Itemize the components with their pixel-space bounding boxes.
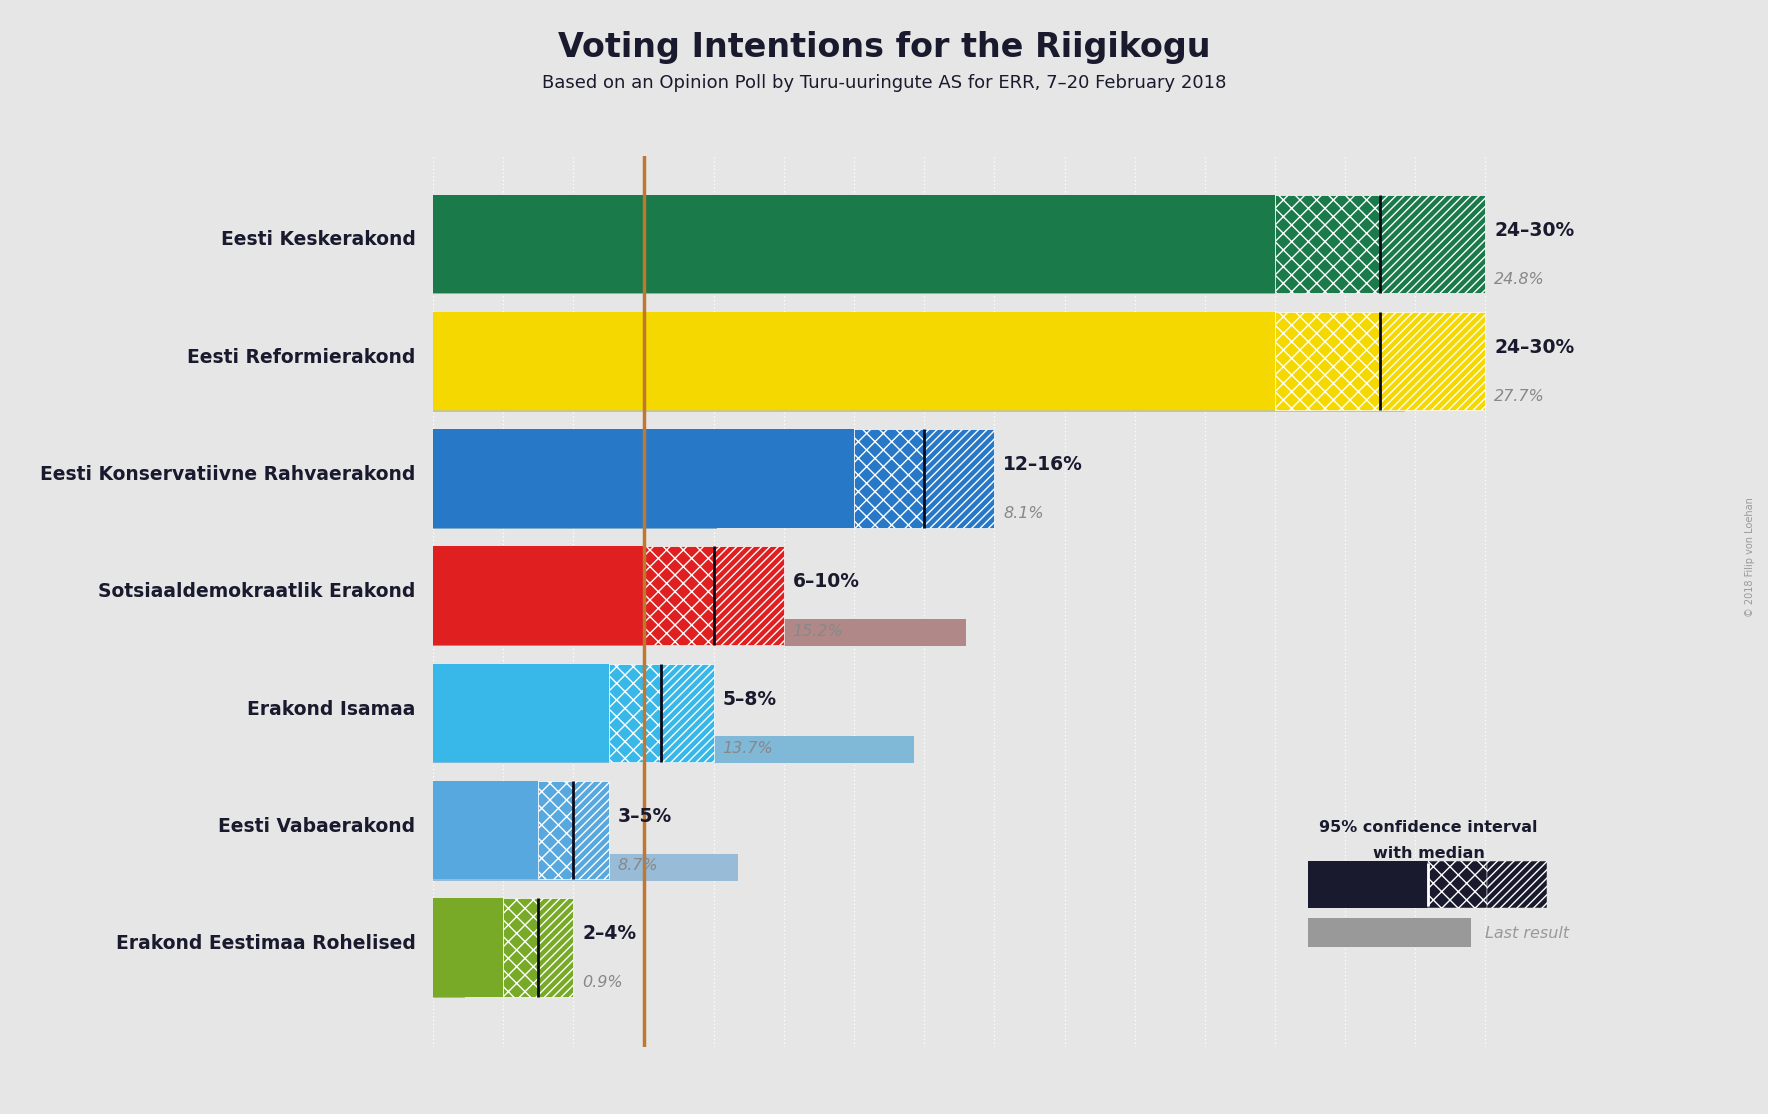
Bar (433, 547, 644, 645)
Bar (1487, 861, 1547, 908)
Bar (433, 736, 914, 763)
Bar (433, 853, 739, 881)
Bar (433, 267, 1303, 294)
Text: 5–8%: 5–8% (723, 690, 776, 709)
Text: Eesti Konservatiivne Rahvaerakond: Eesti Konservatiivne Rahvaerakond (41, 465, 415, 483)
Bar (539, 781, 573, 879)
Bar (433, 664, 608, 762)
Bar (608, 664, 661, 762)
Bar (539, 898, 573, 997)
Bar (1308, 861, 1429, 908)
Text: Last result: Last result (1485, 926, 1570, 941)
Text: © 2018 Filip von Loehan: © 2018 Filip von Loehan (1745, 497, 1756, 617)
Bar (714, 547, 783, 645)
Text: 24–30%: 24–30% (1494, 338, 1575, 356)
Text: 6–10%: 6–10% (792, 573, 859, 592)
Bar (1381, 312, 1485, 410)
Text: 24–30%: 24–30% (1494, 221, 1575, 240)
Bar (433, 971, 465, 998)
Text: 95% confidence interval: 95% confidence interval (1319, 821, 1538, 836)
Bar (1275, 195, 1381, 293)
Text: Eesti Reformierakond: Eesti Reformierakond (187, 348, 415, 367)
Bar (1381, 195, 1485, 293)
Bar (1429, 861, 1487, 908)
Text: 15.2%: 15.2% (792, 624, 843, 638)
Bar (433, 898, 504, 997)
Text: 0.9%: 0.9% (582, 976, 622, 990)
Bar (1275, 312, 1381, 410)
Text: 13.7%: 13.7% (723, 741, 773, 756)
Text: Eesti Vabaerakond: Eesti Vabaerakond (219, 817, 415, 836)
Text: with median: with median (1372, 847, 1485, 861)
Text: 2–4%: 2–4% (582, 925, 636, 944)
Text: 8.1%: 8.1% (1002, 507, 1043, 521)
Bar (433, 501, 718, 529)
Bar (433, 312, 1275, 410)
Bar (661, 664, 714, 762)
Bar (433, 781, 539, 879)
Bar (504, 898, 539, 997)
Text: 8.7%: 8.7% (617, 858, 658, 873)
Text: Voting Intentions for the Riigikogu: Voting Intentions for the Riigikogu (557, 31, 1211, 65)
Text: Erakond Isamaa: Erakond Isamaa (248, 700, 415, 719)
Text: Erakond Eestimaa Rohelised: Erakond Eestimaa Rohelised (115, 934, 415, 954)
Bar (925, 429, 994, 528)
Bar (573, 781, 608, 879)
Text: 3–5%: 3–5% (617, 807, 672, 825)
Text: Eesti Keskerakond: Eesti Keskerakond (221, 231, 415, 250)
Text: 27.7%: 27.7% (1494, 389, 1545, 404)
Bar (433, 195, 1275, 293)
Bar (854, 429, 925, 528)
Bar (433, 429, 854, 528)
Text: Sotsiaaldemokraatlik Erakond: Sotsiaaldemokraatlik Erakond (99, 583, 415, 602)
Text: 24.8%: 24.8% (1494, 272, 1545, 287)
Bar (644, 547, 714, 645)
Bar (433, 384, 1406, 412)
Text: Based on an Opinion Poll by Turu-uuringute AS for ERR, 7–20 February 2018: Based on an Opinion Poll by Turu-uuringu… (541, 74, 1227, 91)
Text: 12–16%: 12–16% (1002, 456, 1084, 475)
Bar (433, 619, 967, 646)
